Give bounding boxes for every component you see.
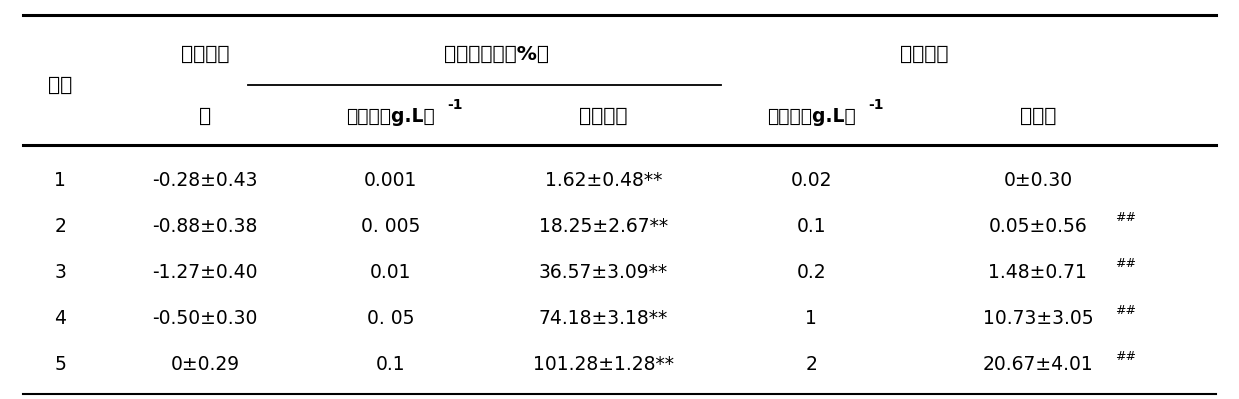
Text: 10.73±3.05: 10.73±3.05: [983, 309, 1093, 328]
Text: 0. 05: 0. 05: [367, 309, 414, 328]
Text: 阳性对照组（%）: 阳性对照组（%）: [445, 45, 549, 64]
Text: ##: ##: [1115, 257, 1136, 271]
Text: 1: 1: [805, 309, 818, 328]
Text: 终浓度（g.L）: 终浓度（g.L）: [767, 107, 856, 126]
Text: 普襃洛尔: 普襃洛尔: [579, 107, 628, 126]
Text: 0±0.29: 0±0.29: [170, 356, 239, 374]
Text: -0.88±0.38: -0.88±0.38: [152, 217, 258, 236]
Text: 4: 4: [55, 309, 66, 328]
Text: 0.01: 0.01: [369, 263, 411, 282]
Text: 101.28±1.28**: 101.28±1.28**: [533, 356, 674, 374]
Text: 0.1: 0.1: [797, 217, 826, 236]
Text: 组: 组: [198, 107, 211, 126]
Text: -1: -1: [447, 98, 462, 112]
Text: 0.2: 0.2: [797, 263, 826, 282]
Text: 74.18±3.18**: 74.18±3.18**: [539, 309, 668, 328]
Text: -0.50±0.30: -0.50±0.30: [152, 309, 258, 328]
Text: 0.05±0.56: 0.05±0.56: [989, 217, 1087, 236]
Text: 5: 5: [55, 356, 66, 374]
Text: ##: ##: [1115, 211, 1136, 224]
Text: 总提取物: 总提取物: [901, 45, 949, 64]
Text: 0±0.30: 0±0.30: [1004, 171, 1073, 190]
Text: 0.02: 0.02: [790, 171, 833, 190]
Text: 1.62±0.48**: 1.62±0.48**: [545, 171, 662, 190]
Text: 0. 005: 0. 005: [361, 217, 420, 236]
Text: 18.25±2.67**: 18.25±2.67**: [539, 217, 668, 236]
Text: 终浓度（g.L）: 终浓度（g.L）: [346, 107, 435, 126]
Text: 36.57±3.09**: 36.57±3.09**: [539, 263, 668, 282]
Text: 0.1: 0.1: [375, 356, 405, 374]
Text: 2: 2: [55, 217, 66, 236]
Text: -1.27±0.40: -1.27±0.40: [152, 263, 258, 282]
Text: 1.48±0.71: 1.48±0.71: [989, 263, 1088, 282]
Text: 序号: 序号: [48, 76, 72, 95]
Text: 2: 2: [805, 356, 818, 374]
Text: 1: 1: [55, 171, 66, 190]
Text: 空白对照: 空白对照: [181, 45, 229, 64]
Text: 俄色果: 俄色果: [1020, 107, 1056, 126]
Text: 20.67±4.01: 20.67±4.01: [983, 356, 1093, 374]
Text: -0.28±0.43: -0.28±0.43: [152, 171, 258, 190]
Text: ##: ##: [1115, 350, 1136, 363]
Text: 3: 3: [55, 263, 66, 282]
Text: -1: -1: [869, 98, 883, 112]
Text: ##: ##: [1115, 304, 1136, 316]
Text: 0.001: 0.001: [364, 171, 418, 190]
